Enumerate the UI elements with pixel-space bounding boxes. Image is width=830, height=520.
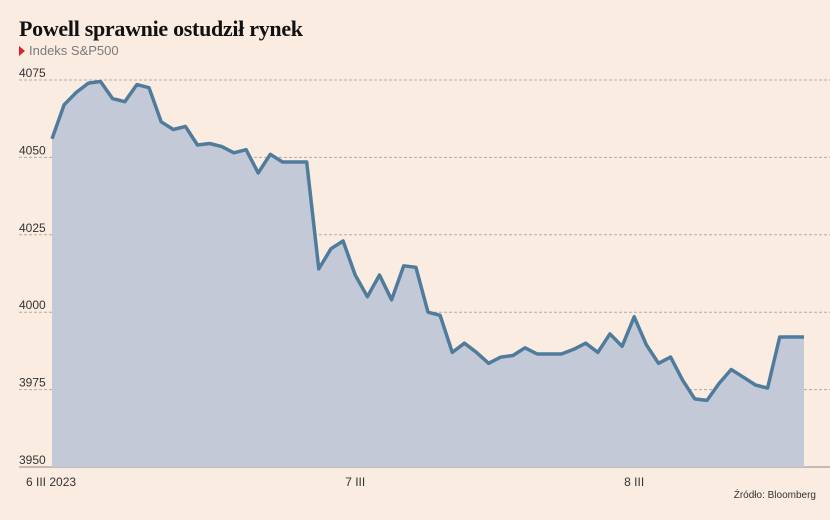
triangle-marker-icon	[19, 45, 25, 56]
x-tick-label: 7 III	[345, 475, 365, 489]
area-fill	[52, 81, 804, 467]
series-line	[50, 79, 804, 403]
chart-subtitle: Indeks S&P500	[19, 43, 119, 58]
y-tick-label: 3950	[19, 453, 46, 467]
y-tick-label: 4075	[19, 66, 46, 80]
source-note: Źródło: Bloomberg	[733, 490, 816, 501]
y-tick-label: 4050	[19, 143, 46, 157]
chart-title: Powell sprawnie ostudził rynek	[19, 16, 303, 41]
x-axis-ticks: 6 III 2023 7 III 8 III	[26, 475, 644, 489]
y-tick-label: 4025	[19, 221, 46, 235]
x-tick-label: 8 III	[624, 475, 644, 489]
y-tick-label: 3975	[19, 376, 46, 390]
y-axis-ticks: 3950 3975 4000 4025 4050 4075	[19, 66, 46, 467]
x-tick-label: 6 III 2023	[26, 475, 76, 489]
subtitle-label: Indeks S&P500	[29, 43, 119, 58]
y-tick-label: 4000	[19, 298, 46, 312]
